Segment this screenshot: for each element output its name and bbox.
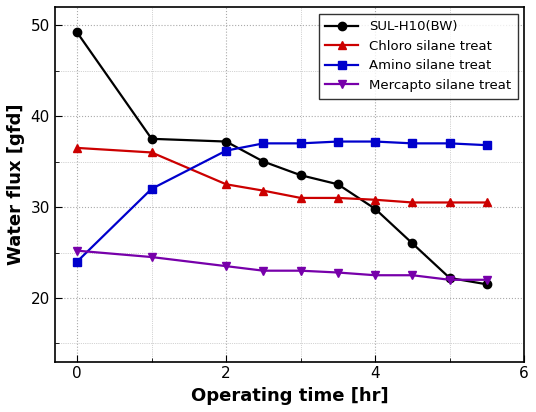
Chloro silane treat [297, 195, 304, 200]
Chloro silane treat [223, 182, 229, 187]
Amino silane treat [260, 141, 266, 146]
Chloro silane treat [483, 200, 490, 205]
Mercapto silane treat [297, 268, 304, 273]
Chloro silane treat [446, 200, 453, 205]
Mercapto silane treat [483, 277, 490, 282]
Mercapto silane treat [148, 255, 155, 260]
SUL-H10(BW) [334, 182, 341, 187]
Chloro silane treat [260, 188, 266, 193]
Mercapto silane treat [409, 273, 415, 278]
Mercapto silane treat [446, 277, 453, 282]
Mercapto silane treat [74, 248, 80, 253]
Mercapto silane treat [223, 264, 229, 269]
SUL-H10(BW) [372, 206, 378, 211]
Amino silane treat [334, 139, 341, 144]
Mercapto silane treat [260, 268, 266, 273]
SUL-H10(BW) [260, 159, 266, 164]
Amino silane treat [372, 139, 378, 144]
Line: Amino silane treat: Amino silane treat [73, 137, 491, 266]
Line: Mercapto silane treat: Mercapto silane treat [73, 246, 491, 284]
Chloro silane treat [74, 145, 80, 150]
Amino silane treat [223, 148, 229, 153]
SUL-H10(BW) [446, 276, 453, 281]
X-axis label: Operating time [hr]: Operating time [hr] [191, 387, 388, 405]
SUL-H10(BW) [148, 136, 155, 141]
SUL-H10(BW) [223, 139, 229, 144]
SUL-H10(BW) [409, 241, 415, 246]
Amino silane treat [297, 141, 304, 146]
Amino silane treat [74, 259, 80, 264]
Chloro silane treat [334, 195, 341, 200]
Amino silane treat [483, 143, 490, 147]
Chloro silane treat [409, 200, 415, 205]
Mercapto silane treat [372, 273, 378, 278]
Chloro silane treat [148, 150, 155, 155]
Legend: SUL-H10(BW), Chloro silane treat, Amino silane treat, Mercapto silane treat: SUL-H10(BW), Chloro silane treat, Amino … [319, 14, 518, 98]
Chloro silane treat [372, 197, 378, 202]
Amino silane treat [409, 141, 415, 146]
SUL-H10(BW) [74, 30, 80, 35]
Y-axis label: Water flux [gfd]: Water flux [gfd] [7, 103, 25, 265]
Amino silane treat [148, 186, 155, 191]
SUL-H10(BW) [297, 173, 304, 178]
Line: SUL-H10(BW): SUL-H10(BW) [73, 28, 491, 288]
Mercapto silane treat [334, 270, 341, 275]
Amino silane treat [446, 141, 453, 146]
Line: Chloro silane treat: Chloro silane treat [73, 144, 491, 207]
SUL-H10(BW) [483, 282, 490, 287]
